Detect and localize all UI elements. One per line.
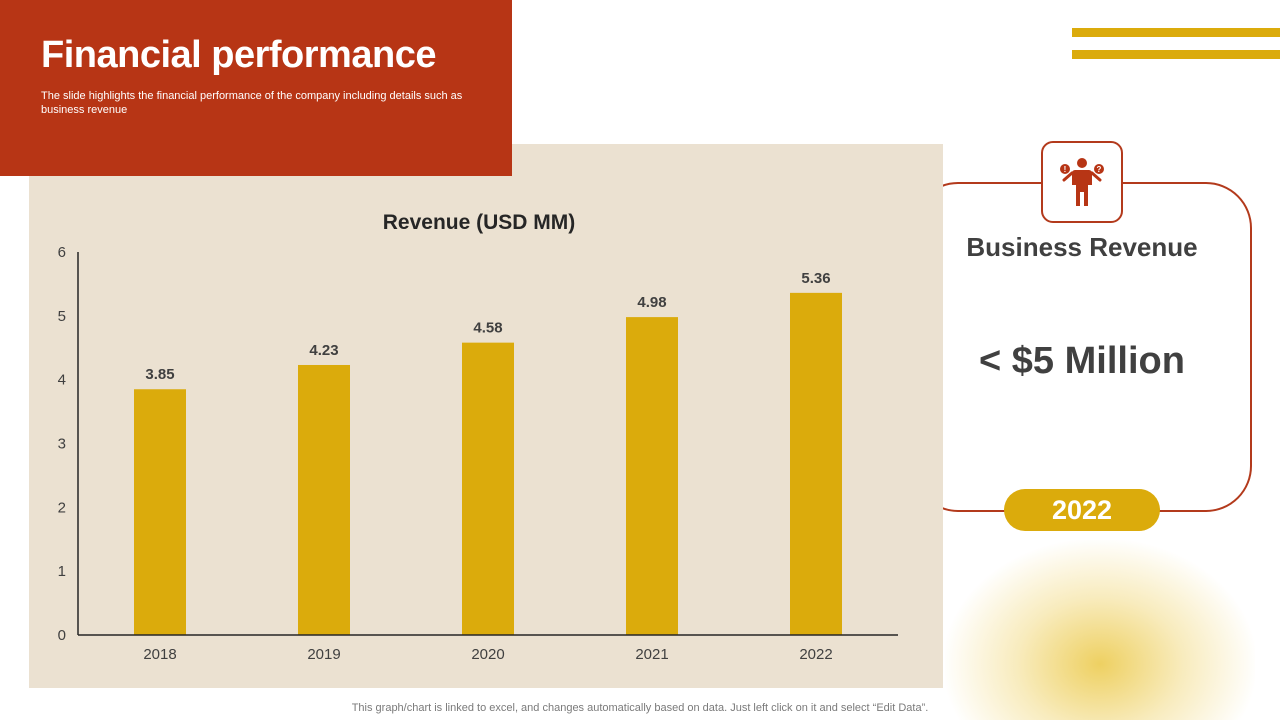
bar-data-label: 5.36 bbox=[801, 270, 830, 287]
decorative-line-bottom bbox=[1072, 50, 1280, 59]
y-tick-label: 0 bbox=[58, 627, 66, 644]
chart-title: Revenue (USD MM) bbox=[383, 211, 576, 234]
year-badge: 2022 bbox=[1004, 489, 1160, 531]
revenue-bar-chart[interactable]: Revenue (USD MM) 0 1 2 3 4 5 6 3.85 4.23 4.58 4.9… bbox=[29, 144, 943, 688]
svg-text:?: ? bbox=[1097, 165, 1102, 174]
bar-2018[interactable] bbox=[134, 389, 186, 635]
y-tick-label: 3 bbox=[58, 436, 66, 453]
x-tick-label: 2018 bbox=[143, 646, 176, 663]
x-tick-label: 2022 bbox=[799, 646, 832, 663]
footnote: This graph/chart is linked to excel, and… bbox=[351, 702, 929, 714]
bar-data-label: 4.98 bbox=[637, 294, 666, 311]
bar-2022[interactable] bbox=[790, 292, 842, 635]
icon-frame: ! ? bbox=[1041, 141, 1123, 223]
page-subtitle: The slide highlights the financial perfo… bbox=[41, 90, 463, 116]
y-tick-label: 4 bbox=[58, 372, 66, 389]
y-tick-label: 5 bbox=[58, 308, 66, 325]
bar-2021[interactable] bbox=[626, 317, 678, 635]
decorative-glow bbox=[945, 540, 1255, 720]
x-tick-label: 2021 bbox=[635, 646, 668, 663]
bar-data-label: 4.58 bbox=[473, 320, 502, 337]
x-tick-label: 2020 bbox=[471, 646, 504, 663]
x-tick-label: 2019 bbox=[307, 646, 340, 663]
title-banner: Financial performance The slide highligh… bbox=[0, 0, 512, 176]
y-tick-label: 6 bbox=[58, 244, 66, 261]
card-label: Business Revenue bbox=[966, 232, 1198, 262]
card-value: < $5 Million bbox=[979, 340, 1185, 382]
bar-2019[interactable] bbox=[298, 364, 350, 635]
bar-2020[interactable] bbox=[462, 342, 514, 635]
bar-data-label: 3.85 bbox=[145, 366, 174, 383]
svg-text:!: ! bbox=[1064, 165, 1067, 174]
page-title: Financial performance bbox=[41, 34, 436, 76]
y-tick-label: 2 bbox=[58, 499, 66, 516]
bar-data-label: 4.23 bbox=[309, 342, 338, 359]
chart-panel[interactable]: Revenue (USD MM) 0 1 2 3 4 5 6 3.85 4.23 4.58 4.9… bbox=[29, 144, 943, 688]
person-with-options-icon: ! ? bbox=[1060, 158, 1104, 206]
decorative-line-top bbox=[1072, 28, 1280, 37]
y-tick-label: 1 bbox=[58, 563, 66, 580]
